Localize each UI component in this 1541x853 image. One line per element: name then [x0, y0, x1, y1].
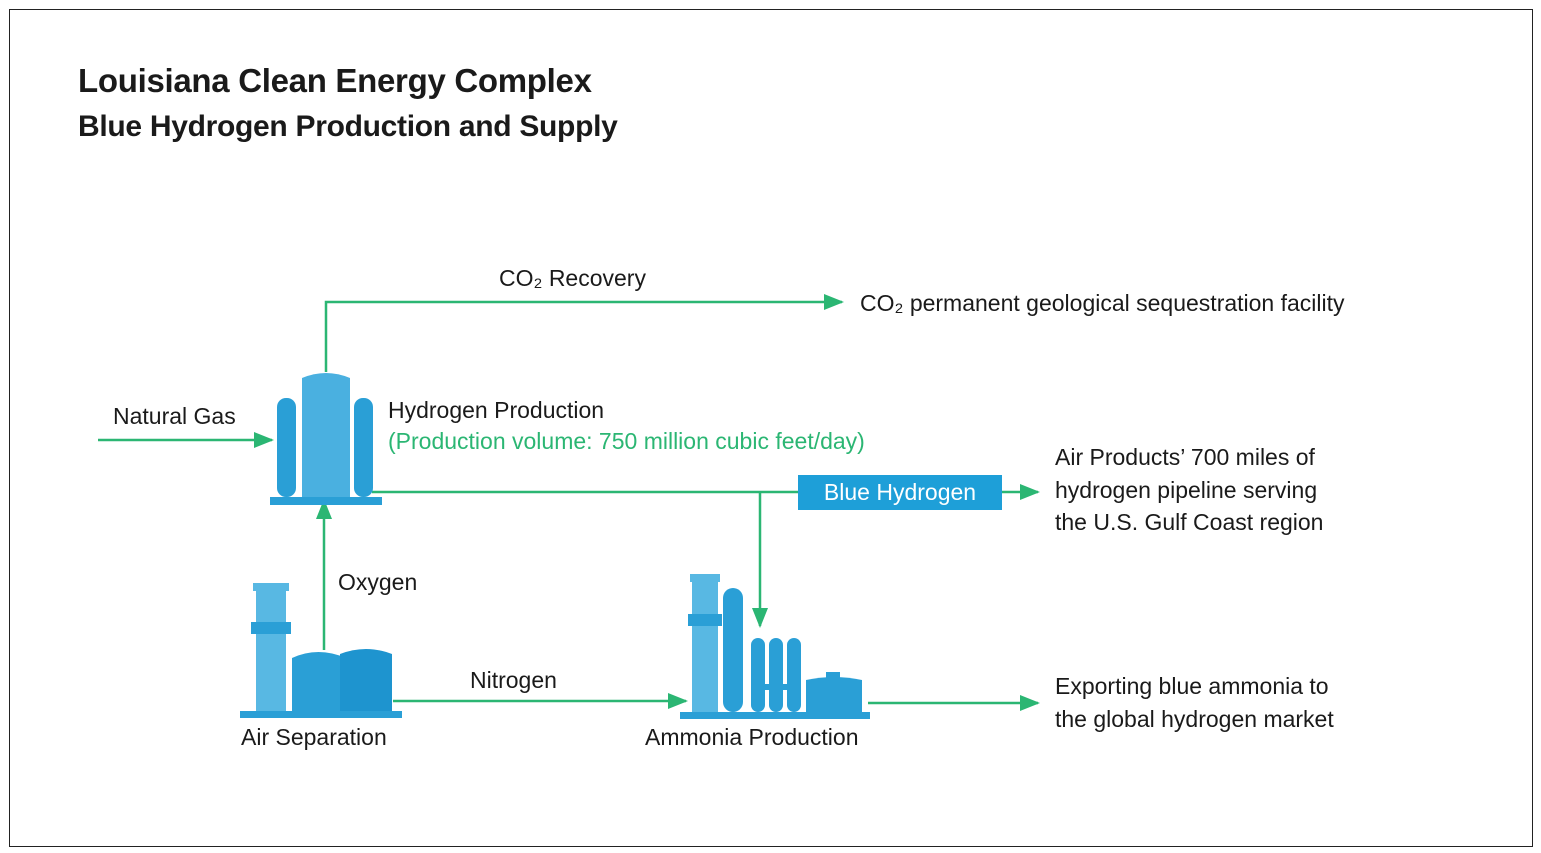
page-subtitle: Blue Hydrogen Production and Supply: [78, 110, 618, 143]
export-line-1: Exporting blue ammonia to: [1055, 673, 1329, 699]
co2-recovery-label: CO₂ Recovery: [499, 265, 646, 291]
diagram-frame: [9, 9, 1533, 847]
ammonia-plant-icon: [680, 574, 870, 719]
pipeline-line-1: Air Products’ 700 miles of: [1055, 444, 1315, 470]
hydrogen-production-label: Hydrogen Production: [388, 397, 605, 423]
ammonia-production-label: Ammonia Production: [645, 724, 859, 750]
production-volume-label: (Production volume: 750 million cubic fe…: [388, 428, 865, 454]
pipeline-line-2: hydrogen pipeline serving: [1055, 476, 1318, 503]
nitrogen-label: Nitrogen: [470, 667, 557, 693]
pipeline-line-3: the U.S. Gulf Coast region: [1055, 509, 1324, 536]
air-separation-plant-icon: [240, 583, 402, 718]
blue-hydrogen-box: Blue Hydrogen: [798, 475, 1002, 510]
natural-gas-label: Natural Gas: [113, 403, 236, 429]
co2-recovery-flow: [324, 294, 844, 372]
export-line-2: the global hydrogen market: [1055, 705, 1334, 732]
hydrogen-plant-icon: [270, 373, 382, 505]
air-separation-label: Air Separation: [241, 724, 387, 750]
pipeline-output-label: Air Products’ 700 miles of hydrogen pipe…: [1055, 441, 1323, 539]
co2-sequestration-label: CO₂ permanent geological sequestration f…: [860, 290, 1345, 316]
export-output-label: Exporting blue ammonia to the global hyd…: [1055, 670, 1334, 735]
oxygen-label: Oxygen: [338, 569, 418, 595]
page-title: Louisiana Clean Energy Complex: [78, 62, 592, 99]
